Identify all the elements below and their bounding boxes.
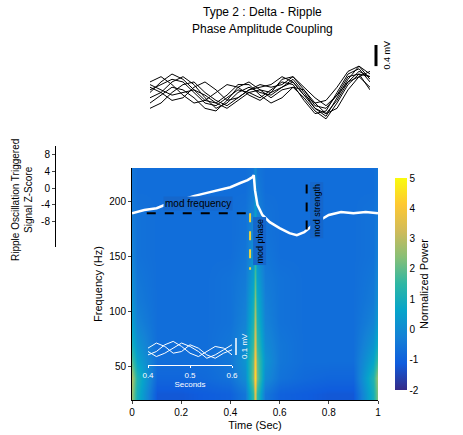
- svg-text:Type 2 : Delta - Ripple: Type 2 : Delta - Ripple: [203, 5, 322, 19]
- svg-text:0: 0: [44, 183, 50, 194]
- svg-text:0.2: 0.2: [174, 407, 188, 418]
- svg-text:-8: -8: [41, 216, 50, 227]
- svg-text:4: 4: [410, 203, 416, 214]
- svg-text:Frequency (Hz): Frequency (Hz): [92, 246, 104, 322]
- svg-text:-2: -2: [410, 385, 419, 396]
- svg-text:0: 0: [410, 324, 416, 335]
- svg-text:1: 1: [410, 294, 416, 305]
- svg-text:2: 2: [410, 263, 416, 274]
- svg-text:150: 150: [109, 251, 126, 262]
- svg-text:0.4: 0.4: [142, 371, 154, 380]
- svg-text:1: 1: [375, 407, 381, 418]
- svg-text:0.1 mV: 0.1 mV: [240, 333, 249, 359]
- svg-text:-4: -4: [41, 199, 50, 210]
- svg-text:8: 8: [44, 149, 50, 160]
- svg-text:mod strength: mod strength: [312, 184, 322, 237]
- svg-text:3: 3: [410, 233, 416, 244]
- svg-text:Normalized Power: Normalized Power: [418, 239, 430, 329]
- svg-text:mod phase: mod phase: [255, 219, 265, 264]
- svg-text:200: 200: [109, 196, 126, 207]
- svg-text:Ripple Oscillation TriggeredSi: Ripple Oscillation TriggeredSignal Z-Sco…: [10, 139, 34, 261]
- svg-text:50: 50: [115, 361, 127, 372]
- svg-text:0.4 mV: 0.4 mV: [382, 41, 392, 70]
- svg-text:0.8: 0.8: [322, 407, 336, 418]
- svg-text:0.5: 0.5: [184, 371, 196, 380]
- svg-text:0.6: 0.6: [273, 407, 287, 418]
- svg-text:Phase Amplitude Coupling: Phase Amplitude Coupling: [192, 22, 333, 36]
- svg-text:Time (Sec): Time (Sec): [228, 419, 281, 431]
- svg-text:-1: -1: [410, 354, 419, 365]
- svg-text:0.6: 0.6: [226, 371, 238, 380]
- svg-text:4: 4: [44, 166, 50, 177]
- svg-text:mod frequency: mod frequency: [165, 198, 231, 209]
- svg-text:0: 0: [129, 407, 135, 418]
- svg-text:Seconds: Seconds: [174, 380, 205, 389]
- svg-text:5: 5: [410, 173, 416, 184]
- svg-text:100: 100: [109, 306, 126, 317]
- svg-text:0.4: 0.4: [223, 407, 237, 418]
